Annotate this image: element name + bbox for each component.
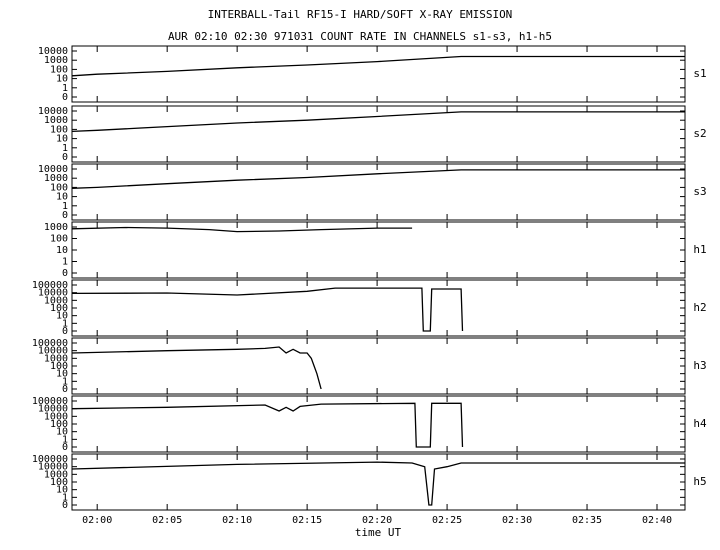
y-tick-label: 10000 <box>38 288 68 299</box>
y-tick-label: 100 <box>50 182 68 193</box>
panel-label: h5 <box>693 475 706 488</box>
y-tick-label: 1000 <box>44 55 68 66</box>
y-tick-label: 1000 <box>44 115 68 126</box>
y-tick-label: 1000 <box>44 173 68 184</box>
x-tick-label: 02:20 <box>362 515 392 526</box>
x-axis-label: time UT <box>355 526 402 539</box>
y-tick-label: 10 <box>56 134 68 145</box>
panel-label: h1 <box>693 243 706 256</box>
x-tick-label: 02:05 <box>152 515 182 526</box>
panel-label: s1 <box>693 67 706 80</box>
y-tick-label: 10 <box>56 192 68 203</box>
y-tick-label: 1000 <box>44 411 68 422</box>
y-tick-label: 100 <box>50 477 68 488</box>
panel-label: h2 <box>693 301 706 314</box>
x-tick-label: 02:00 <box>82 515 112 526</box>
y-tick-label: 10 <box>56 427 68 438</box>
panel-frame <box>71 105 686 163</box>
y-tick-label: 1000 <box>44 353 68 364</box>
panel-frame <box>71 395 686 453</box>
y-tick-label: 0 <box>62 326 68 337</box>
panel-label: s2 <box>693 127 706 140</box>
y-tick-label: 0 <box>62 500 68 511</box>
y-tick-label: 100000 <box>32 454 68 465</box>
y-tick-label: 1 <box>62 257 68 268</box>
panel-label: h4 <box>693 417 707 430</box>
y-tick-label: 10 <box>56 485 68 496</box>
y-tick-label: 100000 <box>32 280 68 291</box>
y-tick-label: 1 <box>62 83 68 94</box>
data-line <box>71 226 413 233</box>
y-tick-label: 10 <box>56 74 68 85</box>
y-tick-label: 100 <box>50 64 68 75</box>
y-tick-label: 1 <box>62 318 68 329</box>
y-tick-label: 10000 <box>38 164 68 175</box>
data-line <box>71 461 685 506</box>
y-tick-label: 100 <box>50 419 68 430</box>
panel-label: h3 <box>693 359 706 372</box>
y-tick-label: 1000 <box>44 295 68 306</box>
data-line <box>71 402 464 448</box>
panel-frame <box>71 337 686 395</box>
data-line <box>71 346 322 390</box>
panel-frame <box>71 221 686 279</box>
y-tick-label: 1000 <box>44 222 68 233</box>
y-tick-label: 1 <box>62 201 68 212</box>
chart-subtitle: AUR 02:10 02:30 971031 COUNT RATE IN CHA… <box>168 30 552 43</box>
y-tick-label: 100 <box>50 234 68 245</box>
y-tick-label: 0 <box>62 442 68 453</box>
y-tick-label: 10000 <box>38 462 68 473</box>
y-tick-label: 0 <box>62 92 68 103</box>
panel-frame <box>71 45 686 103</box>
y-tick-label: 10000 <box>38 346 68 357</box>
y-tick-label: 100 <box>50 361 68 372</box>
y-tick-label: 0 <box>62 384 68 395</box>
y-tick-label: 1000 <box>44 469 68 480</box>
y-tick-label: 0 <box>62 210 68 221</box>
y-tick-label: 1 <box>62 143 68 154</box>
y-tick-label: 1 <box>62 376 68 387</box>
data-line <box>71 169 685 189</box>
panel-frame <box>71 163 686 221</box>
y-tick-label: 10 <box>56 311 68 322</box>
panel-label: s3 <box>693 185 706 198</box>
y-tick-label: 100000 <box>32 338 68 349</box>
y-tick-label: 10000 <box>38 46 68 57</box>
data-line <box>71 55 685 77</box>
y-tick-label: 1 <box>62 492 68 503</box>
x-tick-label: 02:35 <box>572 515 602 526</box>
data-line <box>71 111 685 133</box>
y-tick-label: 0 <box>62 152 68 163</box>
data-line <box>71 287 464 332</box>
x-tick-label: 02:30 <box>502 515 532 526</box>
y-tick-label: 10000 <box>38 106 68 117</box>
y-tick-label: 10 <box>56 369 68 380</box>
x-tick-label: 02:15 <box>292 515 322 526</box>
chart-title: INTERBALL-Tail RF15-I HARD/SOFT X-RAY EM… <box>208 8 513 21</box>
x-tick-label: 02:10 <box>222 515 252 526</box>
x-tick-label: 02:40 <box>642 515 672 526</box>
x-tick-label: 02:25 <box>432 515 462 526</box>
y-tick-label: 10 <box>56 245 68 256</box>
y-tick-label: 1 <box>62 434 68 445</box>
y-tick-label: 100000 <box>32 396 68 407</box>
y-tick-label: 0 <box>62 268 68 279</box>
y-tick-label: 10000 <box>38 404 68 415</box>
y-tick-label: 100 <box>50 303 68 314</box>
y-tick-label: 100 <box>50 124 68 135</box>
